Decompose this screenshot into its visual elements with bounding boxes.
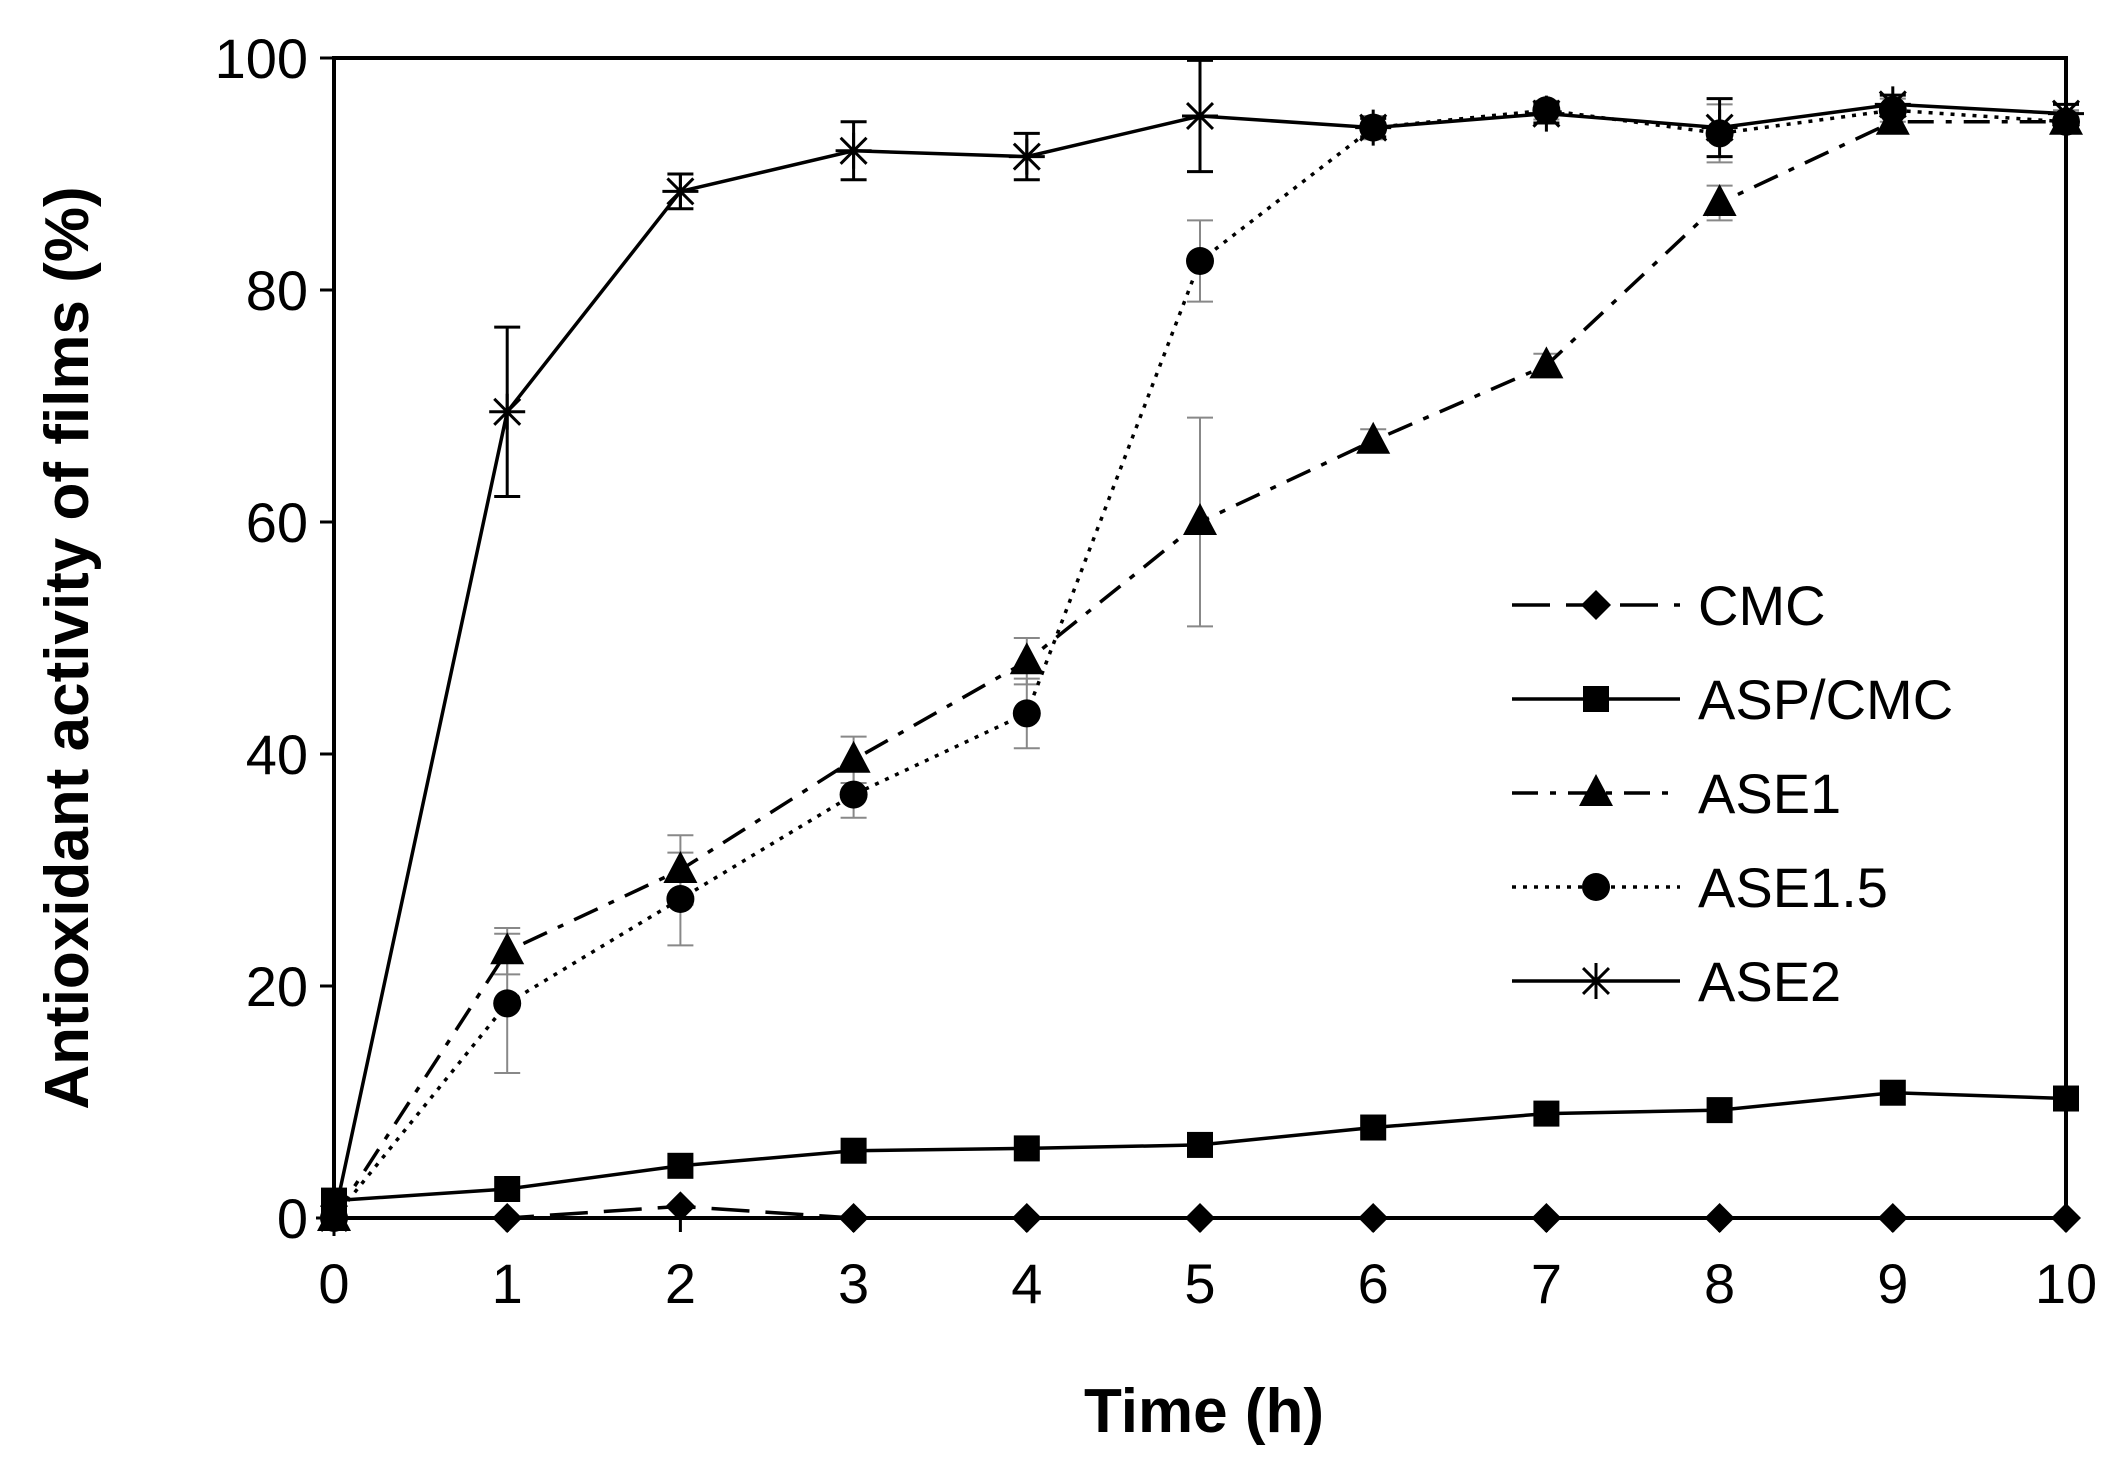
data-point-ase1-5	[839, 780, 868, 809]
x-tick-label: 4	[1011, 1252, 1042, 1315]
y-tick-label: 80	[246, 259, 308, 322]
data-point-ase1-5	[1186, 247, 1214, 275]
data-point-ase1-5	[493, 989, 522, 1018]
data-point-ase1-5	[1012, 699, 1041, 728]
legend: CMC ASP/CMC ASE1 ASE1.5 ASE2	[1512, 574, 1953, 1013]
x-tick-label: 7	[1531, 1252, 1562, 1315]
data-point-ase1-5	[666, 885, 695, 913]
legend-marker-cmc	[1581, 590, 1611, 620]
x-tick-label: 8	[1704, 1252, 1735, 1315]
data-point-asp-cmc	[1879, 1079, 1906, 1106]
data-point-ase1	[1183, 503, 1217, 535]
axes	[320, 56, 2068, 1232]
data-point-ase1	[836, 740, 871, 773]
legend-marker-asp-cmc	[1583, 686, 1609, 712]
legend-marker-ase2	[1578, 963, 1614, 999]
data-point-ase2	[662, 173, 699, 210]
y-tick-label: 20	[246, 955, 308, 1018]
y-tick-label: 100	[215, 27, 308, 90]
data-point-asp-cmc	[1187, 1131, 1213, 1158]
data-point-ase2	[1008, 138, 1045, 175]
legend-label-ase1: ASE1	[1698, 762, 1841, 825]
data-point-cmc	[665, 1191, 696, 1222]
x-tick-label: 9	[1877, 1252, 1908, 1315]
legend-label-ase2: ASE2	[1698, 950, 1841, 1013]
y-axis-title: Antioxidant activity of films (%)	[33, 186, 102, 1109]
data-point-ase1	[490, 932, 525, 965]
y-tick-label: 0	[277, 1187, 308, 1250]
data-point-ase2	[1182, 98, 1218, 134]
data-point-ase1	[1529, 346, 1564, 379]
y-tick-label: 60	[246, 491, 308, 554]
data-point-ase2	[489, 393, 526, 430]
error-bars	[494, 58, 2079, 1074]
data-point-ase2	[1874, 86, 1911, 123]
x-tick-label: 6	[1358, 1252, 1389, 1315]
x-tick-label: 0	[318, 1252, 349, 1315]
series-markers	[316, 86, 2084, 1236]
data-point-ase1	[1356, 421, 1391, 454]
x-axis-title: Time (h)	[1084, 1377, 1324, 1446]
data-point-ase2	[835, 132, 872, 169]
data-point-asp-cmc	[494, 1176, 521, 1202]
data-point-asp-cmc	[840, 1137, 867, 1164]
x-tick-label: 2	[665, 1252, 696, 1315]
x-tick-label: 1	[492, 1252, 523, 1315]
data-point-asp-cmc	[1533, 1100, 1560, 1127]
y-tick-label: 40	[246, 723, 308, 786]
data-point-asp-cmc	[1013, 1135, 1040, 1162]
data-point-ase1	[663, 851, 698, 883]
legend-label-ase1-5: ASE1.5	[1698, 856, 1888, 919]
data-point-ase2	[1701, 109, 1738, 146]
legend-label-asp-cmc: ASP/CMC	[1698, 668, 1953, 731]
legend-label-cmc: CMC	[1698, 574, 1826, 637]
data-point-ase1	[1009, 642, 1044, 675]
data-point-asp-cmc	[1360, 1114, 1387, 1141]
legend-marker-ase1	[1579, 774, 1613, 806]
data-point-asp-cmc	[667, 1152, 694, 1179]
data-point-ase2	[1355, 109, 1392, 146]
legend-marker-ase1-5	[1582, 873, 1610, 901]
x-tick-label: 5	[1184, 1252, 1215, 1315]
data-point-ase1	[1702, 184, 1737, 216]
x-tick-label: 10	[2035, 1252, 2097, 1315]
data-point-ase2	[1528, 95, 1565, 132]
x-tick-label: 3	[838, 1252, 869, 1315]
data-point-asp-cmc	[1706, 1097, 1733, 1124]
